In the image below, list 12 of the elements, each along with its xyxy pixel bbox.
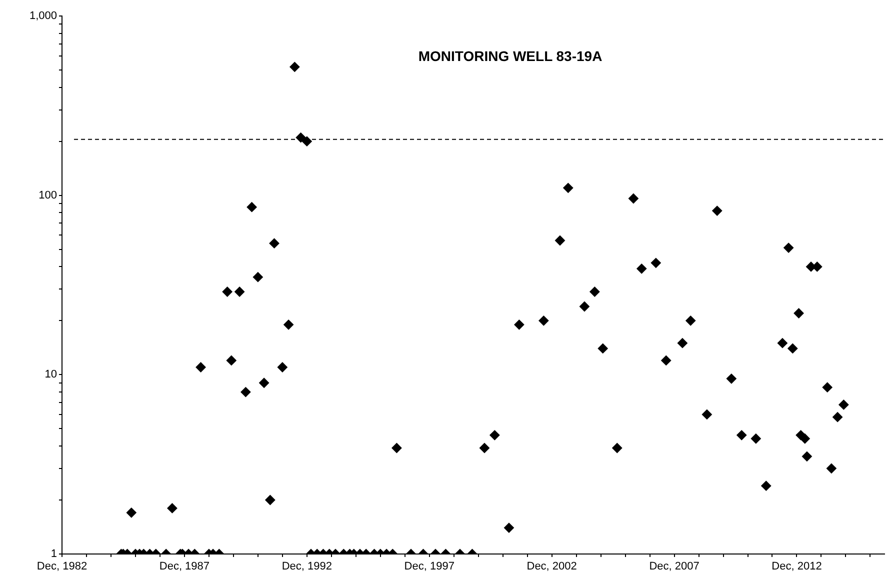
y-tick-label: 10 (44, 368, 57, 381)
x-tick-label: Dec, 2012 (772, 560, 822, 573)
x-tick-label: Dec, 2007 (649, 560, 700, 573)
x-tick-label: Dec, 1982 (36, 560, 88, 573)
x-tick-label: Dec, 2002 (526, 560, 577, 573)
text: MONITORING WELL 83-19A (418, 48, 602, 64)
x-tick-label: Dec, 1992 (282, 560, 332, 573)
x-tick-label: Dec, 1997 (404, 560, 454, 573)
y-tick-label: 100 (38, 189, 57, 202)
y-tick-label: 1,000 (29, 10, 57, 22)
x-tick-label: Dec, 1987 (159, 560, 210, 573)
y-tick-label: 1 (50, 548, 57, 560)
